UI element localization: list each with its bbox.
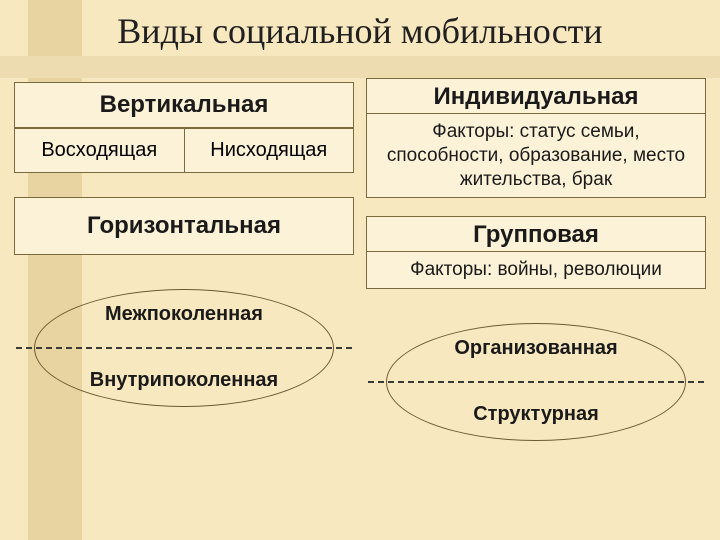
right-column: Индивидуальная Факторы: статус семьи, сп… (366, 78, 706, 443)
box-horizontal-header: Горизонтальная (14, 197, 354, 255)
box-vertical-header: Вертикальная (14, 82, 354, 128)
page-title: Виды социальной мобильности (0, 10, 720, 52)
box-individual-header: Индивидуальная (366, 78, 706, 114)
cell-ascending: Восходящая (14, 128, 184, 173)
box-individual-sub: Факторы: статус семьи, способности, обра… (366, 114, 706, 198)
left-column: Вертикальная Восходящая Нисходящая Гориз… (14, 78, 354, 409)
box-group-header: Групповая (366, 216, 706, 252)
box-group: Групповая Факторы: войны, революции (366, 216, 706, 289)
ellipse-generational-bottom: Внутрипоколенная (14, 369, 354, 392)
ellipse-org: Организованная Структурная (366, 323, 706, 443)
ellipse-org-divider (368, 381, 704, 383)
ellipse-org-top: Организованная (366, 337, 706, 360)
box-vertical-split: Восходящая Нисходящая (14, 128, 354, 173)
ellipse-org-bottom: Структурная (366, 403, 706, 426)
title-band (0, 56, 720, 78)
box-horizontal: Горизонтальная (14, 197, 354, 255)
ellipse-generational-divider (16, 347, 352, 349)
ellipse-generational-top: Межпоколенная (14, 303, 354, 326)
cell-descending: Нисходящая (184, 128, 355, 173)
box-vertical: Вертикальная Восходящая Нисходящая (14, 82, 354, 173)
box-individual: Индивидуальная Факторы: статус семьи, сп… (366, 78, 706, 198)
box-group-sub: Факторы: войны, революции (366, 252, 706, 289)
ellipse-generational: Межпоколенная Внутрипоколенная (14, 289, 354, 409)
